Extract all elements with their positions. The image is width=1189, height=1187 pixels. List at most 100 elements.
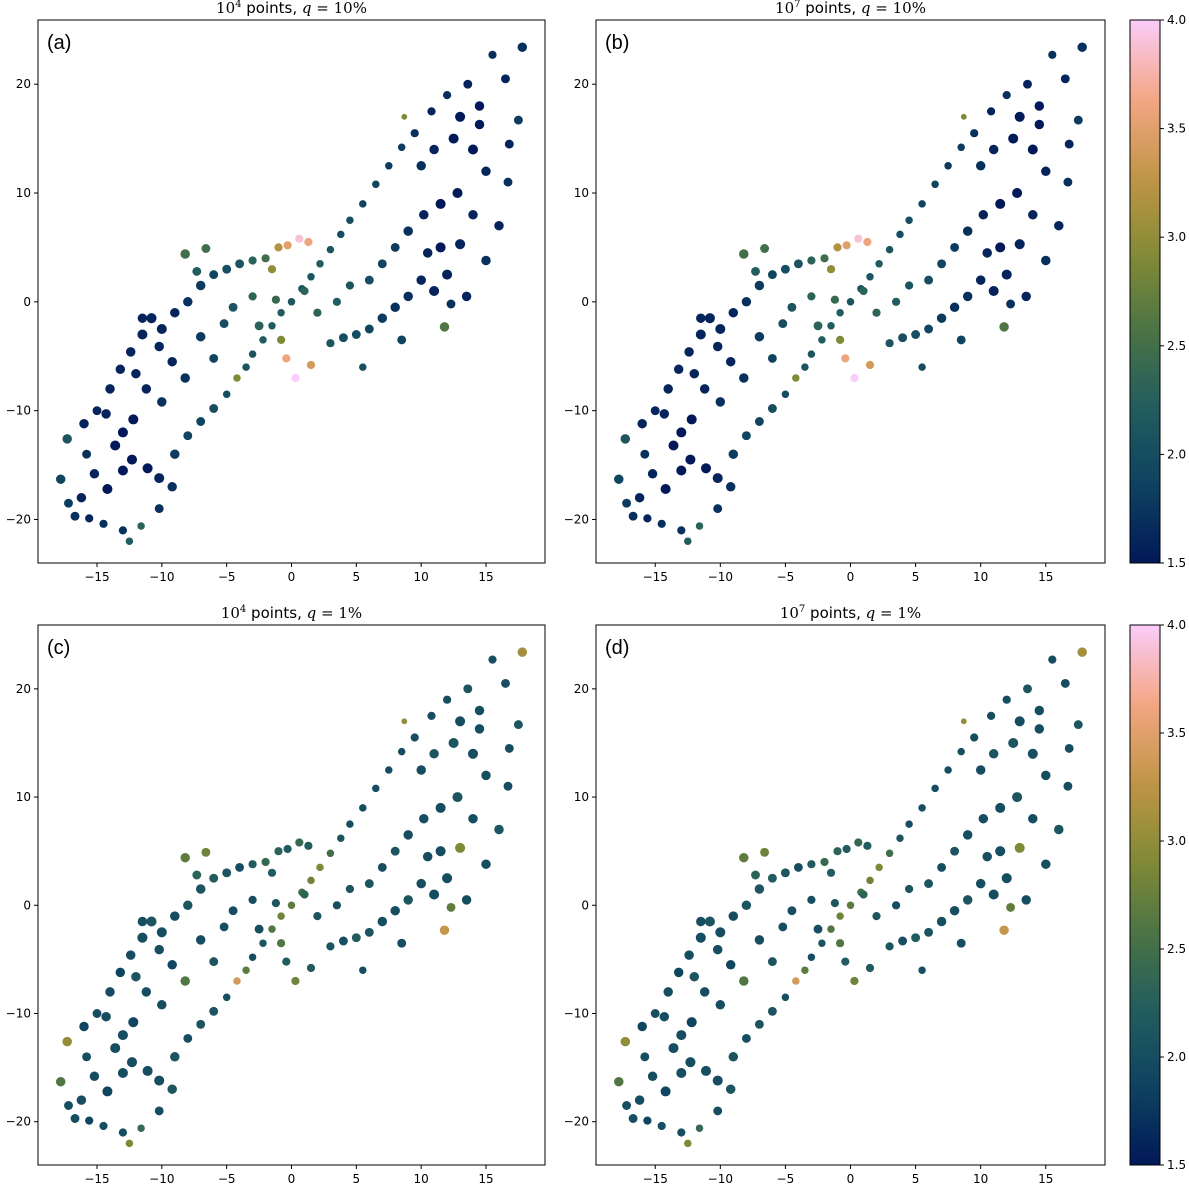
scatter-point bbox=[338, 936, 348, 946]
scatter-point bbox=[429, 285, 440, 297]
scatter-point bbox=[1064, 743, 1074, 753]
scatter-point bbox=[1034, 705, 1045, 716]
scatter-point bbox=[1048, 50, 1057, 59]
scatter-point bbox=[128, 1017, 139, 1028]
scatter-points bbox=[614, 647, 1087, 1148]
scatter-point bbox=[326, 245, 335, 254]
scatter-points bbox=[55, 42, 528, 545]
scatter-point bbox=[248, 256, 257, 265]
scatter-point bbox=[863, 237, 872, 247]
scatter-point bbox=[282, 957, 291, 966]
colorbar-tick-label: 1.5 bbox=[1167, 1158, 1186, 1172]
scatter-point bbox=[841, 354, 850, 363]
scatter-point bbox=[713, 1106, 723, 1116]
scatter-point bbox=[85, 1116, 94, 1125]
scatter-point bbox=[209, 270, 219, 280]
scatter-point bbox=[801, 966, 809, 974]
colorbar: 1.5 2.0 2.5 3.0 3.5 4.0 bbox=[1129, 13, 1186, 570]
scatter-point bbox=[390, 302, 400, 313]
scatter-point bbox=[741, 431, 751, 441]
scatter-point bbox=[517, 42, 528, 52]
scatter-point bbox=[332, 297, 342, 306]
x-tick-label: −15 bbox=[643, 1172, 668, 1186]
scatter-point bbox=[704, 313, 715, 324]
scatter-point bbox=[995, 242, 1006, 253]
title-text: points, bbox=[801, 0, 861, 17]
y-tick-label: 0 bbox=[581, 898, 589, 912]
scatter-point bbox=[183, 1033, 193, 1043]
scatter-point bbox=[455, 239, 466, 250]
scatter-point bbox=[975, 161, 986, 171]
scatter-point bbox=[291, 373, 300, 383]
scatter-point bbox=[429, 889, 440, 900]
scatter-point bbox=[101, 1011, 111, 1022]
scatter-point bbox=[1002, 695, 1011, 704]
scatter-point bbox=[836, 308, 844, 317]
scatter-point bbox=[183, 297, 193, 307]
scatter-point bbox=[836, 912, 844, 920]
scatter-point bbox=[634, 492, 645, 503]
scatter-point bbox=[725, 1084, 736, 1094]
scatter-point bbox=[1073, 115, 1083, 125]
scatter-point bbox=[455, 716, 466, 727]
scatter-point bbox=[695, 1124, 704, 1132]
scatter-point bbox=[826, 265, 836, 274]
scatter-point bbox=[307, 273, 315, 281]
scatter-point bbox=[157, 397, 167, 407]
y-tick-label: −10 bbox=[564, 404, 589, 418]
x-tick-label: −15 bbox=[84, 1172, 109, 1186]
x-tick-label: −10 bbox=[149, 1172, 174, 1186]
scatter-point bbox=[503, 177, 513, 187]
scatter-point bbox=[62, 1036, 72, 1047]
scatter-point bbox=[170, 911, 180, 921]
scatter-point bbox=[261, 857, 270, 867]
scatter-point bbox=[944, 162, 952, 170]
scatter-point bbox=[1023, 79, 1032, 89]
scatter-point bbox=[504, 139, 514, 149]
colorbar-gradient bbox=[1129, 19, 1161, 564]
scatter-point bbox=[767, 353, 777, 363]
x-tick-label: 0 bbox=[288, 570, 296, 584]
scatter-point bbox=[970, 129, 979, 138]
scatter-point bbox=[826, 868, 836, 877]
scatter-point bbox=[494, 220, 504, 231]
scatter-point bbox=[222, 868, 232, 878]
scatter-point bbox=[760, 847, 770, 857]
scatter-point bbox=[982, 851, 992, 862]
scatter-point bbox=[467, 144, 479, 155]
scatter-point bbox=[422, 248, 433, 258]
scatter-point bbox=[248, 860, 257, 869]
scatter-point bbox=[950, 242, 960, 252]
scatter-point bbox=[76, 492, 87, 503]
scatter-point bbox=[1028, 210, 1038, 220]
scatter-point bbox=[905, 216, 913, 224]
scatter-point bbox=[715, 927, 726, 938]
scatter-point bbox=[918, 200, 926, 208]
scatter-point bbox=[403, 830, 413, 840]
scatter-point bbox=[481, 166, 491, 177]
scatter-point bbox=[192, 870, 202, 880]
scatter-point bbox=[872, 911, 881, 921]
scatter-point bbox=[316, 260, 324, 268]
scatter-point bbox=[657, 1121, 666, 1131]
scatter-point bbox=[372, 784, 380, 793]
scatter-point bbox=[326, 942, 335, 951]
scatter-point bbox=[517, 647, 528, 657]
scatter-point bbox=[102, 1086, 113, 1097]
scatter-point bbox=[1027, 144, 1038, 155]
scatter-point bbox=[668, 1043, 679, 1054]
scatter-point bbox=[949, 302, 960, 313]
scatter-point bbox=[685, 1057, 696, 1068]
scatter-point bbox=[92, 406, 102, 416]
scatter-point bbox=[962, 291, 973, 302]
scatter-point bbox=[117, 1067, 128, 1079]
y-tick-label: −10 bbox=[6, 404, 31, 418]
scatter-point bbox=[287, 901, 296, 910]
scatter-point bbox=[351, 330, 361, 339]
scatter-point bbox=[904, 281, 914, 290]
scatter-point bbox=[117, 427, 128, 438]
x-tick-label: −15 bbox=[643, 570, 668, 584]
scatter-point bbox=[1006, 902, 1016, 912]
scatter-point bbox=[787, 906, 797, 916]
colorbar-tick-label: 2.5 bbox=[1167, 339, 1186, 353]
